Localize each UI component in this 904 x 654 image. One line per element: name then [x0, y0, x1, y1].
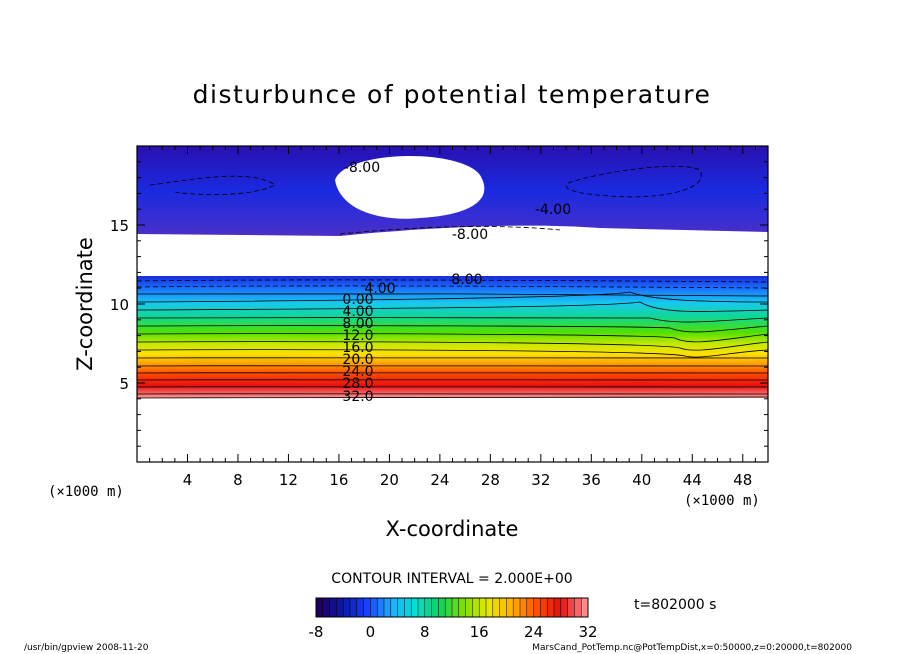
footer-right: MarsCand_PotTemp.nc@PotTempDist,x=0:5000…	[532, 643, 852, 653]
colorbar	[315, 597, 589, 618]
x-axis-ticks: 4 8 12 16 20 24 28 32 36 40 44 48	[149, 146, 756, 489]
colorbar-segment	[363, 598, 371, 617]
colorbar-segment	[567, 598, 575, 617]
contour-label: 24.0	[342, 364, 373, 380]
contour-label: 28.0	[342, 376, 373, 392]
colorbar-segment	[431, 598, 439, 617]
y-axis-ticks: 5 10 15	[110, 161, 768, 447]
contour-label: -8.00	[344, 160, 380, 176]
colorbar-segment	[384, 598, 392, 617]
colorbar-segment	[486, 598, 494, 617]
x-tick-label: 16	[329, 471, 348, 489]
plot-area	[137, 146, 768, 462]
colorbar-segment	[343, 598, 351, 617]
contour-label: 4.00	[364, 281, 395, 297]
time-label: t=802000 s	[634, 597, 716, 613]
x-tick-label: 28	[481, 471, 500, 489]
colorbar-segment	[356, 598, 364, 617]
colorbar-segment	[424, 598, 432, 617]
colorbar-tick-label: 16	[470, 623, 489, 641]
colorbar-segment	[411, 598, 419, 617]
colorbar-segment	[465, 598, 473, 617]
colorbar-segment	[526, 598, 534, 617]
colorbar-segment	[397, 598, 405, 617]
colorbar-tick-label: 24	[524, 623, 543, 641]
colorbar-segment	[479, 598, 487, 617]
x-tick-label: 8	[233, 471, 243, 489]
colorbar-segment	[329, 598, 337, 617]
colorbar-segment	[322, 598, 330, 617]
x-tick-label: 32	[531, 471, 550, 489]
contour-interval: CONTOUR INTERVAL = 2.000E+00	[331, 571, 572, 587]
y-tick-label: 15	[110, 217, 129, 235]
contour-lines	[137, 165, 768, 399]
contour-label: 20.0	[342, 352, 373, 368]
colorbar-segment	[492, 598, 500, 617]
colorbar-segment	[350, 598, 358, 617]
y-tick-label: 5	[119, 375, 129, 393]
x-tick-label: 20	[380, 471, 399, 489]
colorbar-tick-label: -8	[309, 623, 324, 641]
chart-title: disturbunce of potential temperature	[193, 80, 712, 109]
colorbar-segment	[404, 598, 412, 617]
contour-label: -8.00	[452, 227, 488, 243]
colorbar-segment	[513, 598, 521, 617]
contour-label: 4.00	[342, 304, 373, 320]
colorbar-segment	[458, 598, 466, 617]
x-tick-label: 44	[683, 471, 702, 489]
colorbar-segment	[560, 598, 568, 617]
colorbar-segment	[316, 598, 324, 617]
colorbar-segment	[336, 598, 344, 617]
colorbar-segment	[554, 598, 562, 617]
colorbar-segment	[499, 598, 507, 617]
colorbar-segment	[574, 598, 582, 617]
x-unit-right: (×1000 m)	[684, 493, 760, 509]
contour-label-group: -8.00 -4.00 -8.00 8.00 4.00 0.00 4.00 8.…	[342, 160, 571, 405]
footer-left: /usr/bin/gpview 2008-11-20	[24, 643, 149, 653]
y-axis-label: Z-coordinate	[73, 237, 97, 371]
colorbar-frame	[315, 597, 589, 618]
colorbar-segment	[581, 598, 589, 617]
x-tick-label: 12	[279, 471, 298, 489]
colorbar-segment	[370, 598, 378, 617]
colorbar-segment	[390, 598, 398, 617]
colorbar-segment	[418, 598, 426, 617]
colorbar-segment	[377, 598, 385, 617]
white-gap-region	[137, 225, 768, 276]
colorbar-segment	[540, 598, 548, 617]
contour-label: -4.00	[535, 202, 571, 218]
contour-label: 32.0	[342, 389, 373, 405]
x-tick-label: 48	[733, 471, 752, 489]
contour-label: 16.0	[342, 340, 373, 356]
x-tick-label: 24	[430, 471, 449, 489]
x-unit-left: (×1000 m)	[48, 484, 124, 500]
colorbar-segment	[547, 598, 555, 617]
colorbar-tick-label: 32	[578, 623, 597, 641]
colorbar-tick-label: 0	[366, 623, 376, 641]
white-cloud-region	[335, 156, 485, 219]
x-axis-label: X-coordinate	[386, 517, 519, 541]
colorbar-segment	[506, 598, 514, 617]
y-tick-label: 10	[110, 296, 129, 314]
colorbar-ticks: -8 0 8 16 24 32	[309, 623, 598, 641]
contour-label: 0.00	[342, 292, 373, 308]
contour-label: 12.0	[342, 328, 373, 344]
contour-label: 8.00	[342, 316, 373, 332]
colorbar-segment	[445, 598, 453, 617]
x-tick-label: 4	[183, 471, 193, 489]
colorbar-segment	[520, 598, 528, 617]
colorbar-segment	[533, 598, 541, 617]
x-tick-label: 40	[632, 471, 651, 489]
colorbar-segment	[452, 598, 460, 617]
colorbar-tick-label: 8	[420, 623, 430, 641]
x-tick-label: 36	[582, 471, 601, 489]
contour-label: 8.00	[451, 272, 482, 288]
colorbar-segment	[438, 598, 446, 617]
colorbar-segment	[472, 598, 480, 617]
